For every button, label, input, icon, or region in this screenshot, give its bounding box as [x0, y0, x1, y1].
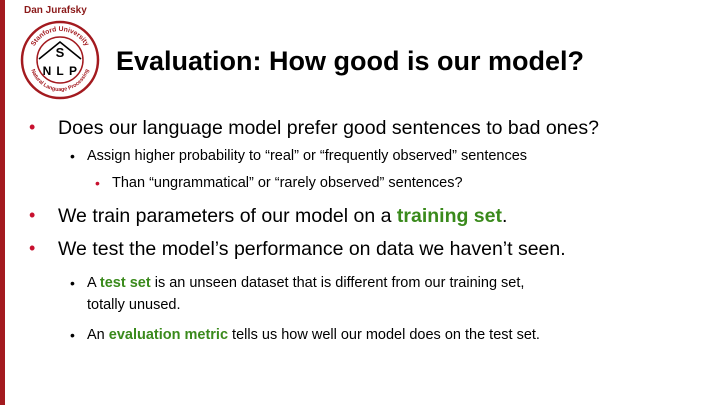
- bullet-dot-icon: •: [70, 148, 75, 164]
- bullet-dot-icon: •: [70, 275, 75, 291]
- bullet-level2: • A test set is an unseen dataset that i…: [70, 275, 525, 291]
- highlight-test-set: test set: [99, 275, 151, 291]
- logo-letter-p: P: [69, 64, 77, 78]
- bullet-text: is an unseen dataset that is different f…: [150, 275, 525, 291]
- bullet-text: We test the model’s performance on data …: [58, 238, 566, 260]
- bullet-level3: • Than “ungrammatical” or “rarely observ…: [95, 175, 463, 191]
- highlight-training-set: training set: [396, 205, 502, 227]
- bullet-text: Does our language model prefer good sent…: [58, 117, 599, 139]
- bullet-dot-icon: •: [29, 238, 36, 258]
- left-accent-bar: [0, 0, 5, 405]
- bullet-text: Than “ungrammatical” or “rarely observed…: [112, 175, 463, 191]
- bullet-text: We train parameters of our model on a: [58, 205, 397, 227]
- bullet-level1: • We train parameters of our model on a …: [29, 205, 508, 228]
- bullet-text: .: [502, 205, 508, 227]
- bullet-text: An: [87, 327, 109, 343]
- highlight-evaluation-metric: evaluation metric: [108, 327, 229, 343]
- bullet-level2: • An evaluation metric tells us how well…: [70, 327, 540, 343]
- slide-title: Evaluation: How good is our model?: [116, 46, 585, 76]
- bullet-dot-icon: •: [29, 205, 36, 225]
- bullet-level2: • Assign higher probability to “real” or…: [70, 148, 528, 164]
- bullet-dot-icon: •: [29, 117, 36, 137]
- bullet-text: Assign higher probability to “real” or “…: [87, 148, 528, 164]
- bullet-level2-continuation: totally unused.: [87, 297, 181, 313]
- logo-letter-n: N: [43, 64, 52, 78]
- bullet-level1: • Does our language model prefer good se…: [29, 117, 599, 140]
- author-label: Dan Jurafsky: [24, 5, 87, 16]
- logo-letter-s: S: [56, 45, 65, 60]
- bullet-text: A: [87, 275, 100, 291]
- bullet-dot-icon: •: [70, 327, 75, 343]
- bullet-text: tells us how well our model does on the …: [228, 327, 540, 343]
- stanford-nlp-logo: Stanford University Natural Language Pro…: [20, 20, 100, 100]
- bullet-level1: • We test the model’s performance on dat…: [29, 238, 566, 261]
- bullet-text: totally unused.: [87, 297, 181, 313]
- logo-letter-l: L: [56, 64, 63, 78]
- bullet-dot-icon: •: [95, 175, 100, 191]
